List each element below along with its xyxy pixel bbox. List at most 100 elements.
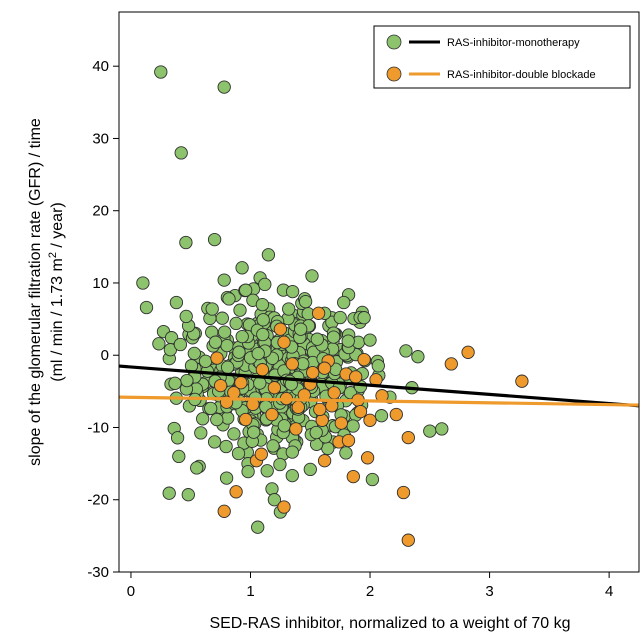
monotherapy-point	[357, 311, 371, 325]
double-blockade-point	[291, 400, 305, 414]
monotherapy-point	[411, 350, 425, 364]
monotherapy-point	[303, 462, 317, 477]
monotherapy-point	[139, 300, 154, 315]
monotherapy-point	[285, 445, 299, 459]
y-tick-label: -10	[87, 419, 109, 436]
double-blockade-point	[285, 357, 299, 371]
legend: RAS-inhibitor-monotherapy RAS-inhibitor-…	[373, 25, 631, 89]
monotherapy-point	[136, 276, 150, 290]
monotherapy-point	[310, 332, 324, 346]
y-tick-label: 10	[92, 275, 109, 292]
double-blockade-point	[357, 352, 371, 367]
monotherapy-point	[168, 376, 182, 390]
monotherapy-point	[174, 146, 188, 160]
monotherapy-point	[172, 449, 186, 464]
double-blockade-point	[353, 404, 368, 419]
double-blockade-point	[315, 413, 329, 427]
monotherapy-point	[196, 412, 210, 426]
monotherapy-point	[169, 295, 184, 310]
monotherapy-point	[187, 346, 201, 361]
x-tick-label: 3	[485, 583, 493, 600]
monotherapy-point	[333, 310, 347, 325]
monotherapy-point	[239, 283, 253, 297]
monotherapy-point	[227, 427, 241, 441]
monotherapy-point	[229, 316, 243, 331]
legend-marker-double-blockade	[386, 66, 402, 82]
double-blockade-point	[396, 485, 411, 500]
monotherapy-point	[339, 446, 353, 460]
monotherapy-point	[305, 269, 319, 283]
y-axis-title-line2-sup: 2	[47, 252, 59, 258]
monotherapy-point	[220, 360, 235, 374]
monotherapy-point	[179, 235, 193, 250]
x-tick-label: 2	[366, 583, 374, 600]
regression-line-monotherapy	[118, 364, 640, 408]
y-tick-label: 20	[92, 203, 109, 220]
y-tick-label: 30	[92, 130, 109, 147]
y-axis-title: slope of the glomerular filtration rate …	[27, 118, 66, 466]
monotherapy-point	[215, 311, 229, 325]
monotherapy-point	[210, 412, 224, 427]
monotherapy-point	[222, 292, 236, 306]
double-blockade-point	[311, 306, 326, 320]
monotherapy-point	[294, 322, 308, 336]
regression-line-double-blockade	[118, 395, 640, 407]
double-blockade-point	[444, 357, 458, 371]
y-axis-title-line2-post: / year)	[49, 202, 66, 252]
double-blockade-point	[254, 447, 268, 461]
regression-lines	[118, 364, 640, 408]
monotherapy-point	[337, 295, 351, 310]
double-blockade-point	[227, 386, 241, 400]
data-points	[136, 65, 529, 547]
monotherapy-point	[221, 411, 235, 425]
y-tick-label: -20	[87, 492, 109, 509]
y-axis-title-line1: slope of the glomerular filtration rate …	[27, 118, 44, 466]
monotherapy-point	[265, 482, 279, 496]
double-blockade-point	[389, 407, 403, 422]
legend-box	[373, 25, 631, 89]
double-blockade-point	[461, 345, 475, 359]
y-tick-label: -30	[87, 564, 109, 581]
monotherapy-point	[194, 426, 208, 440]
double-blockade-point	[239, 412, 253, 427]
monotherapy-point	[208, 335, 223, 349]
double-blockade-point	[341, 433, 356, 448]
monotherapy-point	[198, 354, 213, 368]
monotherapy-point	[267, 493, 282, 507]
monotherapy-point	[190, 461, 204, 475]
monotherapy-point	[162, 486, 176, 500]
monotherapy-point	[423, 424, 437, 438]
monotherapy-point	[255, 297, 270, 312]
monotherapy-point	[285, 468, 299, 483]
monotherapy-point	[219, 471, 234, 485]
monotherapy-point	[326, 330, 341, 344]
monotherapy-point	[341, 334, 355, 348]
monotherapy-point	[282, 302, 296, 316]
monotherapy-point	[435, 422, 449, 436]
monotherapy-point	[247, 425, 261, 439]
monotherapy-point	[260, 464, 274, 478]
double-blockade-point	[313, 402, 327, 417]
double-blockade-point	[217, 504, 231, 518]
monotherapy-point	[251, 520, 265, 534]
double-blockade-point	[277, 335, 291, 349]
double-blockade-point	[317, 454, 332, 468]
double-blockade-point	[349, 370, 363, 384]
x-axis-title: SED-RAS inhibitor, normalized to a weigh…	[209, 615, 570, 632]
legend-label-double-blockade: RAS-inhibitor-double blockade	[447, 69, 596, 81]
monotherapy-point	[217, 325, 232, 339]
monotherapy-point	[241, 464, 255, 479]
double-blockade-point	[265, 407, 279, 422]
monotherapy-point	[170, 431, 185, 445]
monotherapy-point	[374, 409, 389, 423]
monotherapy-point	[232, 345, 246, 359]
monotherapy-point	[256, 313, 270, 327]
monotherapy-point	[207, 435, 222, 449]
monotherapy-point	[261, 248, 276, 262]
double-blockade-point	[255, 363, 270, 377]
double-blockade-point	[363, 413, 377, 427]
monotherapy-point	[266, 439, 280, 453]
double-blockade-point	[346, 469, 360, 484]
monotherapy-point	[321, 441, 335, 456]
